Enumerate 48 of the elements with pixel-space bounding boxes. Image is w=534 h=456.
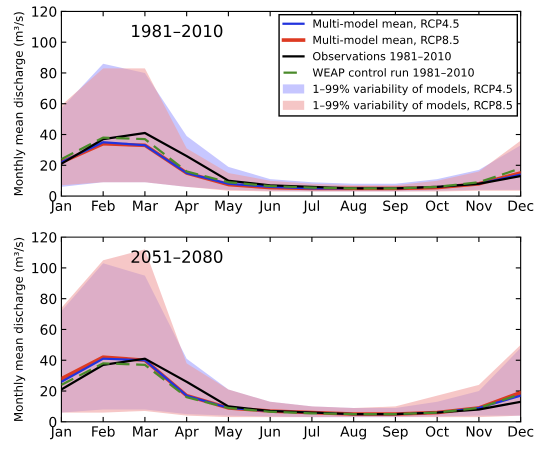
x-tick-label: Aug (340, 200, 366, 214)
y-tick-label: 100 (32, 37, 56, 48)
legend-label: 1–99% variability of models, RCP8.5 (314, 100, 512, 112)
y-tick-label: 40 (40, 355, 56, 366)
x-tick-label: Apr (174, 426, 199, 440)
y-tick-label: 120 (32, 232, 56, 243)
y-tick-label: 80 (40, 294, 56, 304)
y-tick-label: 80 (40, 68, 56, 78)
x-tick-label: Mar (133, 200, 158, 211)
x-tick-label: Sep (383, 426, 408, 440)
x-tick-label: Dec (508, 426, 534, 437)
x-tick-label: Jan (50, 426, 71, 440)
legend-label: 1–99% variability of models, RCP4.5 (314, 84, 512, 96)
legend-label: Multi-model mean, RCP8.5 (314, 35, 459, 46)
x-tick-label: Sep (383, 200, 408, 214)
y-tick-label: 0 (49, 416, 56, 428)
x-tick-label: Feb (92, 426, 115, 437)
y-tick-label: 20 (40, 160, 56, 171)
x-tick-label: Oct (426, 426, 449, 437)
x-tick-label: Aug (340, 426, 366, 440)
x-tick-label: Jul (302, 426, 319, 440)
y-tick-label: 0 (49, 191, 56, 202)
x-tick-label: May (215, 426, 242, 440)
x-tick-label: Nov (466, 200, 492, 211)
legend-label: WEAP control run 1981–2010 (312, 68, 474, 77)
y-axis-title: Monthly mean discharge (m³/s) (14, 12, 26, 196)
x-tick-label: May (215, 200, 242, 214)
annotation: 2051–2080 (132, 250, 222, 263)
legend-label: Multi-model mean, RCP4.5 (314, 19, 459, 29)
x-tick-label: Jul (302, 200, 319, 214)
x-tick-label: Apr (174, 200, 199, 214)
y-tick-label: 40 (40, 129, 56, 140)
x-tick-label: Feb (92, 200, 115, 211)
legend-label: Observations 1981–2010 (313, 52, 451, 60)
y-tick-label: 20 (40, 386, 56, 396)
annotation: 1981–2010 (132, 24, 222, 38)
y-tick-label: 60 (40, 324, 56, 335)
x-tick-label: Dec (508, 200, 534, 211)
x-tick-label: Mar (133, 426, 158, 437)
x-tick-label: Jun (258, 200, 280, 214)
y-axis-title: Monthly mean discharge (m³/s) (14, 238, 26, 421)
x-tick-label: Jan (50, 200, 71, 214)
y-tick-label: 120 (32, 6, 56, 17)
x-tick-label: Nov (466, 426, 492, 437)
y-tick-label: 60 (40, 98, 56, 110)
x-tick-label: Oct (426, 200, 449, 211)
x-tick-label: Jun (258, 426, 280, 440)
y-tick-label: 100 (32, 262, 56, 274)
